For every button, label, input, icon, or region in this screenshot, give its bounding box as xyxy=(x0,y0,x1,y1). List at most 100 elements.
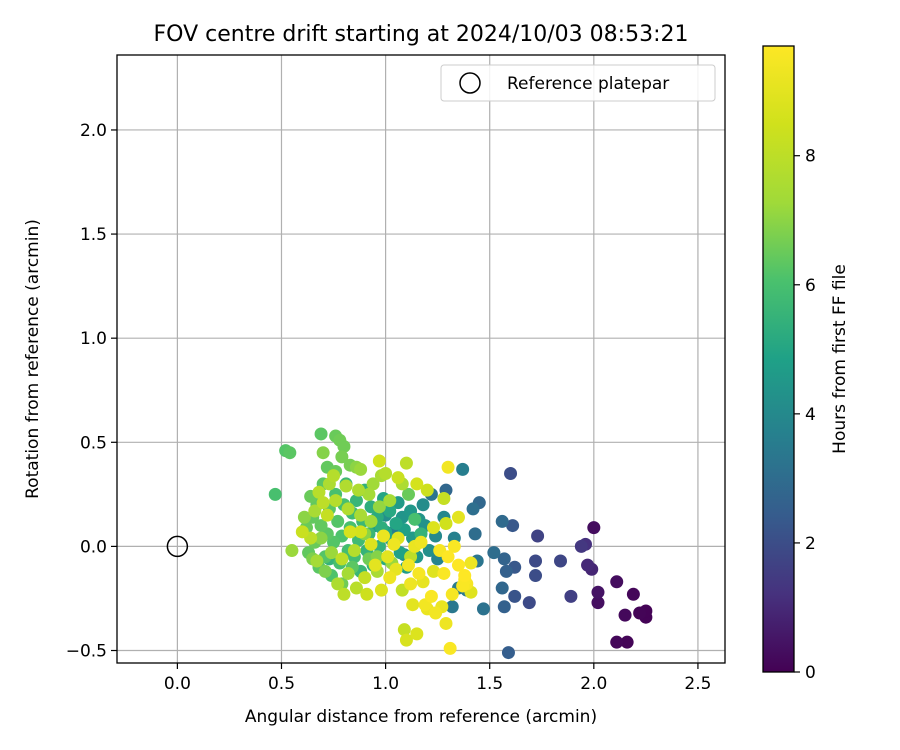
data-point xyxy=(468,527,482,541)
data-point xyxy=(335,450,349,464)
legend-entry-reference: Reference platepar xyxy=(507,74,669,94)
data-point xyxy=(399,456,413,470)
data-point xyxy=(368,558,382,572)
data-point xyxy=(495,514,509,528)
colorbar-tick-label: 2 xyxy=(805,534,816,554)
data-point xyxy=(429,606,443,620)
data-point xyxy=(487,546,501,560)
data-point xyxy=(285,544,299,558)
data-point xyxy=(497,600,511,614)
data-point xyxy=(383,494,397,508)
data-point xyxy=(414,535,428,549)
data-point xyxy=(318,564,332,578)
data-point xyxy=(399,633,413,647)
x-axis-ticks: 0.0 0.5 1.0 1.5 2.0 2.5 xyxy=(164,663,711,694)
data-point xyxy=(437,492,451,506)
data-point xyxy=(591,585,605,599)
data-point xyxy=(343,525,357,539)
data-point xyxy=(364,514,378,528)
y-tick-label: 2.0 xyxy=(80,121,107,141)
data-point xyxy=(297,510,311,524)
data-point xyxy=(410,477,424,491)
data-point xyxy=(633,606,647,620)
data-point xyxy=(574,539,588,553)
data-point xyxy=(335,552,349,566)
data-point xyxy=(324,546,338,560)
data-point xyxy=(337,439,351,453)
colorbar-tick-label: 0 xyxy=(805,663,816,683)
data-point xyxy=(451,558,465,572)
data-point xyxy=(364,537,378,551)
data-point xyxy=(391,471,405,485)
data-point xyxy=(341,566,355,580)
data-point xyxy=(504,467,518,481)
data-point xyxy=(379,467,393,481)
data-point xyxy=(620,635,634,649)
data-point xyxy=(329,494,343,508)
data-point xyxy=(422,544,436,558)
data-point xyxy=(445,600,459,614)
y-tick-label: 1.0 xyxy=(80,329,107,349)
data-point xyxy=(441,550,455,564)
data-point xyxy=(310,554,324,568)
x-tick-label: 2.0 xyxy=(580,674,607,694)
data-point xyxy=(529,569,543,583)
data-point xyxy=(439,516,453,530)
data-point xyxy=(331,514,345,528)
data-point xyxy=(447,539,461,553)
legend: Reference platepar xyxy=(440,64,716,102)
data-point xyxy=(451,510,465,524)
data-point xyxy=(501,646,515,660)
data-point xyxy=(295,525,309,539)
data-point xyxy=(377,529,391,543)
data-point xyxy=(456,462,470,476)
data-point xyxy=(283,446,297,460)
data-point xyxy=(531,529,545,543)
x-tick-label: 2.5 xyxy=(684,674,711,694)
x-tick-label: 1.0 xyxy=(372,674,399,694)
colorbar-tick-label: 4 xyxy=(805,405,816,425)
data-point xyxy=(522,596,536,610)
data-point xyxy=(445,587,459,601)
data-point xyxy=(581,558,595,572)
data-point xyxy=(383,504,397,518)
data-point xyxy=(381,550,395,564)
data-point xyxy=(360,587,374,601)
data-point xyxy=(497,552,511,566)
data-point xyxy=(314,427,328,441)
data-point xyxy=(337,587,351,601)
data-point xyxy=(331,577,345,591)
data-point xyxy=(412,566,426,580)
data-point xyxy=(366,477,380,491)
x-tick-label: 0.0 xyxy=(164,674,191,694)
data-point xyxy=(383,571,397,585)
data-point xyxy=(320,508,334,522)
data-point xyxy=(349,581,363,595)
data-point xyxy=(437,566,451,580)
data-point xyxy=(506,519,520,533)
y-tick-label: 0.5 xyxy=(80,433,107,453)
data-point xyxy=(564,589,578,603)
data-point xyxy=(339,479,353,493)
data-point xyxy=(458,569,472,583)
legend-box xyxy=(440,64,716,102)
y-axis-label: Rotation from reference (arcmin) xyxy=(23,219,43,499)
data-point xyxy=(610,575,624,589)
data-point xyxy=(420,483,434,497)
data-point xyxy=(610,635,624,649)
data-point xyxy=(354,525,368,539)
data-point xyxy=(389,516,403,530)
data-point xyxy=(554,554,568,568)
data-point xyxy=(587,521,601,535)
data-point xyxy=(372,500,386,514)
data-point xyxy=(410,627,424,641)
data-point xyxy=(441,460,455,474)
data-point xyxy=(426,564,440,578)
data-point xyxy=(358,571,372,585)
data-point xyxy=(316,446,330,460)
chart-title: FOV centre drift starting at 2024/10/03 … xyxy=(154,22,689,47)
data-point xyxy=(354,508,368,522)
data-point xyxy=(416,498,430,512)
y-tick-label: −0.5 xyxy=(66,642,107,662)
